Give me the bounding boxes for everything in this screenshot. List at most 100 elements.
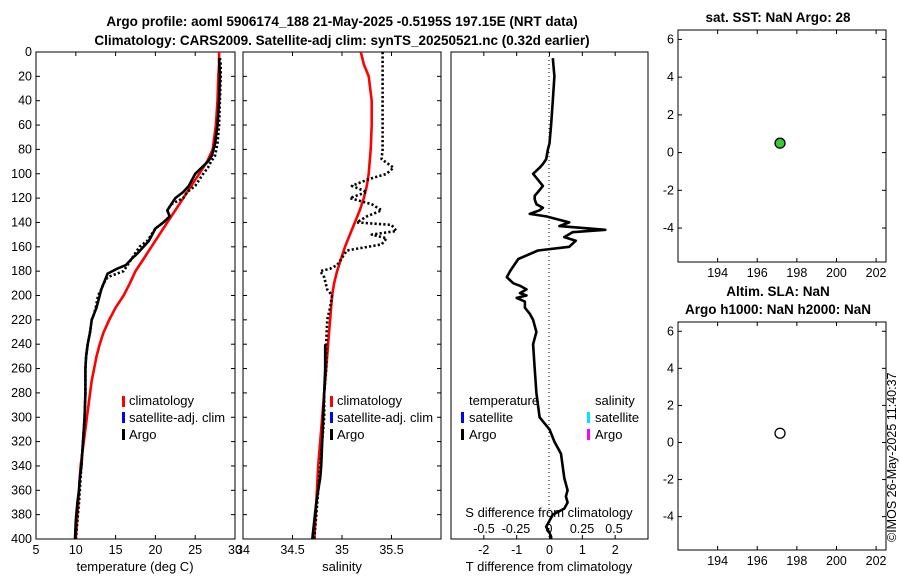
y-tick-label: 0	[25, 45, 32, 59]
y-tick-label: 280	[11, 386, 32, 400]
imos-watermark: ©IMOS 26-May-2025 11:40:37	[885, 372, 899, 542]
series-line-argo	[73, 58, 222, 540]
x-tick-label: 198	[786, 554, 807, 568]
legend-swatch-satellite	[330, 412, 333, 423]
s-tick: -0.25	[502, 522, 531, 536]
series-layer	[73, 51, 607, 540]
temperature-legend: climatology satellite-adj. clim Argo	[122, 393, 225, 442]
legend-label: satellite-adj. clim	[129, 410, 225, 425]
data-point	[774, 137, 786, 149]
y-tick-label: 6	[667, 324, 674, 338]
x-tick-label: 35	[335, 543, 349, 557]
x-tick-label: 202	[866, 554, 887, 568]
series-line-argo	[74, 57, 222, 540]
y-tick-label: 0	[667, 435, 674, 449]
x-tick-label: 202	[866, 266, 887, 280]
x-tick-label: 20	[148, 543, 162, 557]
s-tick: 0.25	[570, 522, 594, 536]
legend-swatch-climatology	[122, 396, 125, 407]
x-tick-label: 196	[747, 266, 768, 280]
legend-swatch-satellite	[461, 412, 464, 423]
x-tick-label: 5	[33, 543, 40, 557]
temperature-xlabel: temperature (deg C)	[76, 559, 193, 574]
x-tick-label: 198	[786, 266, 807, 280]
y-tick-label: 380	[11, 508, 32, 522]
legend-label: satellite	[595, 410, 639, 425]
y-tick-label: 240	[11, 337, 32, 351]
s-difference-ticks: -0.5 -0.25 0 0.25 0.5	[473, 522, 623, 536]
legend-header-temperature: temperature	[469, 393, 539, 408]
s-tick: -0.5	[473, 522, 495, 536]
data-point	[774, 427, 786, 439]
legend-label: Argo	[469, 427, 496, 442]
y-tick-label: 2	[667, 398, 674, 412]
y-tick-label: 400	[11, 532, 32, 546]
x-tick-label: 25	[188, 543, 202, 557]
y-tick-label: 60	[18, 118, 32, 132]
legend-swatch-argo	[461, 429, 464, 440]
x-tick-label: 200	[826, 266, 847, 280]
series-line-climatology	[74, 52, 221, 540]
x-tick-label: 194	[707, 266, 728, 280]
legend-swatch-satellite	[122, 412, 125, 423]
y-tick-label: -4	[663, 221, 674, 235]
x-tick-label: 1	[579, 543, 586, 557]
y-tick-label: 4	[667, 70, 674, 84]
y-tick-label: 20	[18, 69, 32, 83]
y-tick-label: -2	[663, 183, 674, 197]
x-tick-label: 10	[69, 543, 83, 557]
y-tick-label: 120	[11, 191, 32, 205]
y-tick-label: 140	[11, 215, 32, 229]
marker-layer	[774, 137, 786, 439]
series-line-argo	[313, 52, 398, 540]
x-tick-label: 34	[236, 543, 250, 557]
legend-label: climatology	[129, 393, 195, 408]
argo-h-title: Argo h1000: NaN h2000: NaN	[685, 302, 871, 317]
sst-panel-title: sat. SST: NaN Argo: 28	[705, 10, 851, 25]
y-tick-label: 260	[11, 362, 32, 376]
y-tick-label: 360	[11, 483, 32, 497]
series-line-argo	[311, 344, 327, 540]
legend-label: Argo	[129, 427, 156, 442]
x-tick-label: 30	[228, 543, 242, 557]
x-tick-label: 194	[707, 554, 728, 568]
difference-legend: temperature salinity satellite Argo sate…	[461, 393, 639, 442]
y-tick-label: 4	[667, 361, 674, 375]
y-tick-label: 320	[11, 435, 32, 449]
legend-label: satellite-adj. clim	[337, 410, 433, 425]
sst-panel	[677, 29, 887, 263]
t-difference-xlabel: T difference from climatology	[466, 559, 633, 574]
legend-header-salinity: salinity	[595, 393, 635, 408]
y-tick-label: 80	[18, 142, 32, 156]
x-tick-label: 35.5	[379, 543, 403, 557]
main-title-line1: Argo profile: aoml 5906174_188 21-May-20…	[106, 14, 577, 29]
y-tick-label: 6	[667, 32, 674, 46]
x-tick-label: 2	[612, 543, 619, 557]
legend-swatch-argo-salinity	[587, 429, 590, 440]
s-difference-xlabel: S difference from climatology	[465, 505, 633, 520]
s-tick: 0.5	[605, 522, 622, 536]
tick-layer: 5 10 15 20 25 3002040608010012014016018020022…	[11, 30, 887, 568]
s-tick: 0	[546, 522, 553, 536]
y-tick-label: 180	[11, 264, 32, 278]
salinity-legend: climatology satellite-adj. clim Argo	[330, 393, 433, 442]
y-tick-label: 160	[11, 240, 32, 254]
sla-panel	[677, 321, 887, 551]
legend-swatch-satellite-salinity	[587, 412, 590, 423]
legend-label: Argo	[595, 427, 622, 442]
sla-panel-title: Altim. SLA: NaN	[726, 284, 830, 299]
legend-swatch-argo	[330, 429, 333, 440]
series-line-argo-t-diff	[505, 57, 607, 539]
y-tick-label: -2	[663, 473, 674, 487]
series-line-climatology	[313, 51, 374, 540]
x-tick-label: -2	[478, 543, 489, 557]
legend-swatch-argo	[122, 429, 125, 440]
temperature-panel	[35, 51, 236, 540]
y-tick-label: 200	[11, 289, 32, 303]
legend-swatch-climatology	[330, 396, 333, 407]
y-tick-label: 340	[11, 459, 32, 473]
x-tick-label: 0	[546, 543, 553, 557]
y-tick-label: 0	[667, 146, 674, 160]
x-tick-label: 200	[826, 554, 847, 568]
